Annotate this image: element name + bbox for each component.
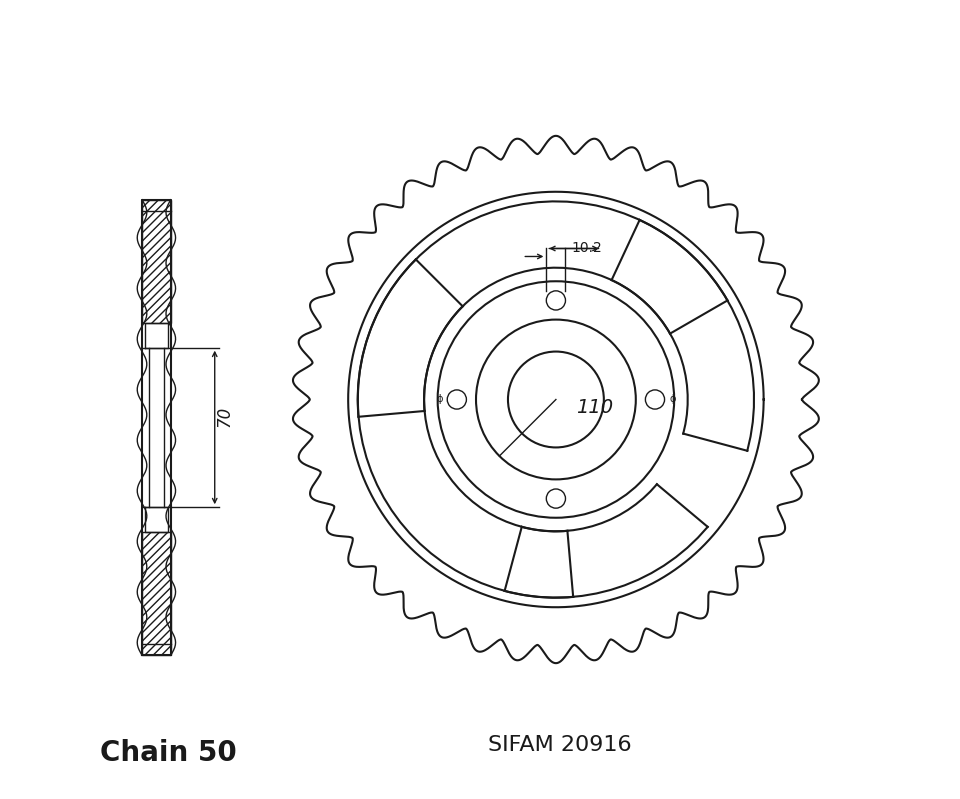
Text: 110: 110: [576, 398, 613, 417]
Polygon shape: [142, 200, 171, 323]
Polygon shape: [612, 220, 728, 334]
Polygon shape: [358, 201, 754, 598]
Text: 70: 70: [215, 406, 233, 427]
Polygon shape: [149, 348, 163, 507]
Polygon shape: [142, 532, 171, 655]
Text: 10.2: 10.2: [572, 241, 603, 256]
Text: Chain 50: Chain 50: [101, 739, 237, 767]
Text: ϕ: ϕ: [436, 395, 443, 404]
Text: SIFAM 20916: SIFAM 20916: [488, 735, 632, 755]
Text: ϕ: ϕ: [669, 395, 676, 404]
Polygon shape: [505, 527, 573, 598]
Polygon shape: [358, 260, 463, 417]
